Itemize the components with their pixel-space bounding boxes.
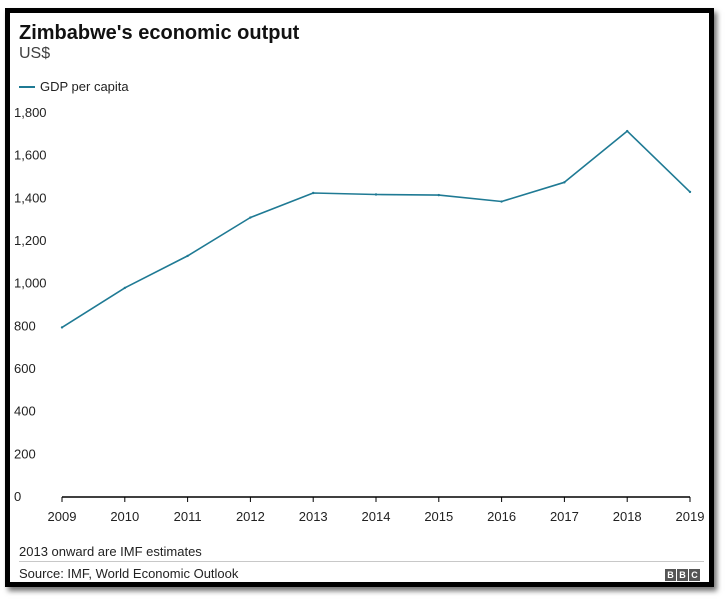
y-tick-label: 1,800 (14, 105, 47, 120)
x-tick-label: 2009 (48, 509, 77, 524)
legend-swatch (19, 85, 35, 88)
data-point (688, 190, 692, 194)
x-tick-label: 2010 (110, 509, 139, 524)
y-tick-label: 1,400 (14, 190, 47, 205)
data-point (186, 254, 189, 258)
legend-label: GDP per capita (40, 79, 129, 94)
bbc-logo-letter: B (677, 569, 688, 581)
bbc-logo-letter: C (689, 569, 700, 581)
bbc-logo: B B C (665, 569, 700, 581)
chart-subtitle: US$ (19, 45, 51, 62)
x-tick-label: 2019 (676, 509, 705, 524)
data-point (249, 216, 252, 219)
line-chart: 0 200 400 600 800 1,000 1,200 1,400 1,600 1,800 20… (14, 105, 705, 524)
data-point (123, 286, 127, 290)
estimate-note: 2013 onward are IMF estimates (19, 544, 202, 559)
x-tick-label: 2011 (174, 509, 202, 524)
source-text: Source: IMF, World Economic Outlook (19, 566, 239, 581)
y-tick-label: 0 (14, 489, 21, 504)
y-tick-label: 1,600 (14, 148, 47, 163)
y-tick-label: 1,000 (14, 276, 47, 291)
data-point (500, 200, 503, 203)
footer-divider (19, 561, 704, 562)
x-tick-label: 2013 (299, 509, 328, 524)
data-point (626, 129, 629, 133)
y-tick-label: 800 (14, 318, 36, 333)
y-tick-label: 600 (14, 361, 36, 376)
y-tick-label: 1,200 (14, 233, 47, 248)
x-tick-label: 2015 (424, 509, 453, 524)
data-point (60, 326, 64, 329)
bbc-logo-letter: B (665, 569, 676, 581)
x-tick-label: 2014 (362, 509, 391, 524)
x-tick-label: 2018 (613, 509, 642, 524)
data-point (437, 193, 440, 197)
data-point (374, 193, 378, 196)
y-tick-label: 200 (14, 446, 36, 461)
data-point (312, 191, 315, 195)
x-tick-label: 2017 (550, 509, 579, 524)
chart-title: Zimbabwe's economic output (19, 22, 300, 44)
x-tick-label: 2016 (487, 509, 516, 524)
legend: GDP per capita (19, 79, 129, 94)
gdp-per-capita-line (61, 130, 691, 329)
y-tick-label: 400 (14, 404, 36, 419)
x-tick-label: 2012 (236, 509, 265, 524)
data-point (563, 181, 566, 184)
chart-frame: Zimbabwe's economic output US$ GDP per c… (5, 8, 714, 587)
